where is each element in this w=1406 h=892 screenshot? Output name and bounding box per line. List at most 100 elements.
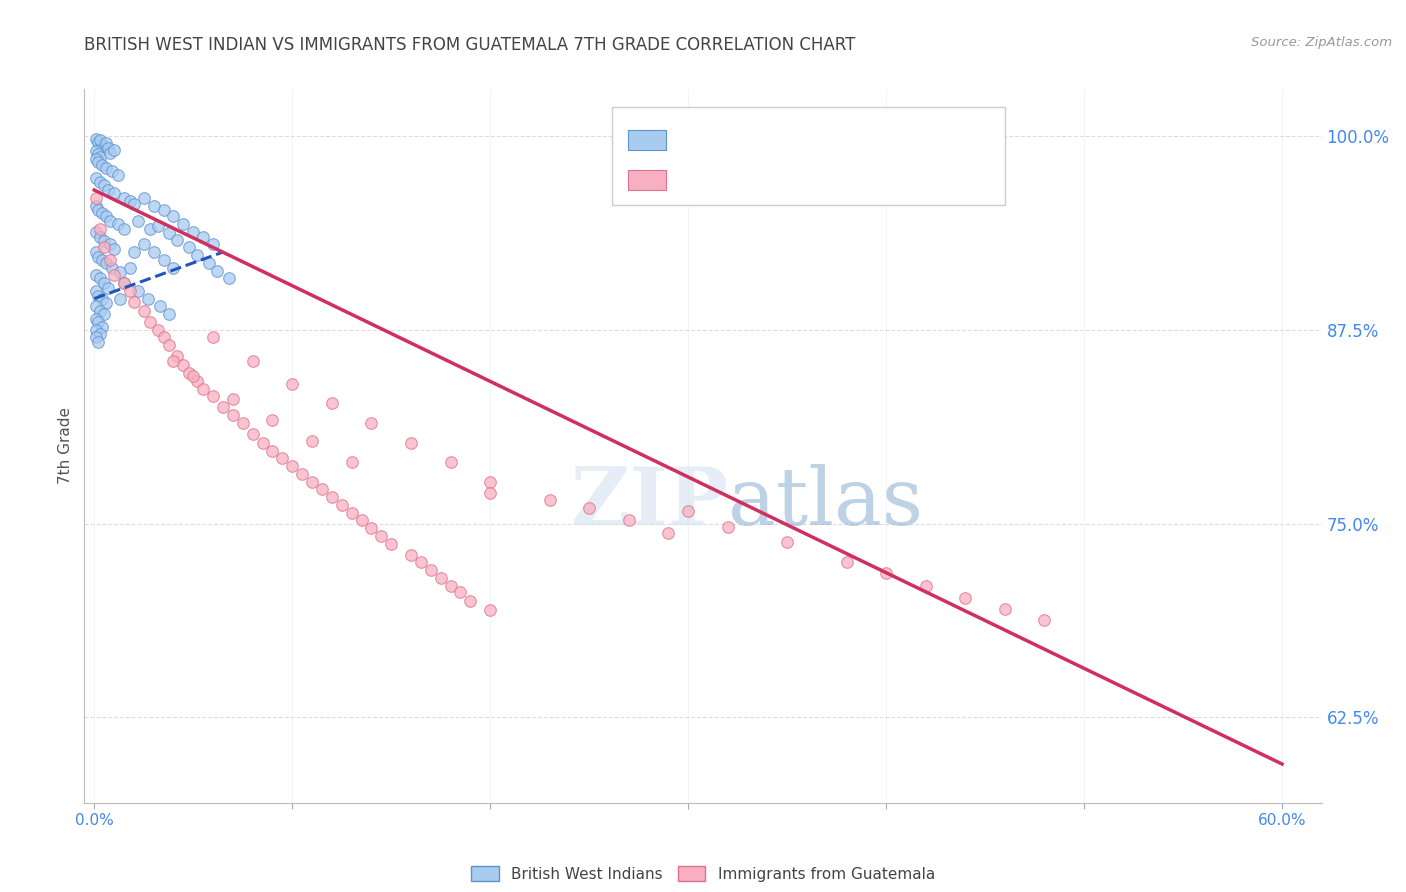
Point (84, 152, 107, 166)
Point (955, 591, 977, 605)
Point (103, 242, 125, 256)
Point (166, 233, 188, 247)
Point (107, 217, 129, 231)
Point (98, 237, 121, 252)
Point (370, 529, 392, 543)
Point (84, 225, 107, 239)
Point (242, 426, 264, 441)
Point (89, 222, 111, 236)
Point (94, 296, 117, 310)
Point (89, 327, 111, 342)
Y-axis label: 7th Grade: 7th Grade (58, 408, 73, 484)
Text: BRITISH WEST INDIAN VS IMMIGRANTS FROM GUATEMALA 7TH GRADE CORRELATION CHART: BRITISH WEST INDIAN VS IMMIGRANTS FROM G… (84, 36, 856, 54)
Point (181, 369, 204, 384)
Point (122, 294, 145, 309)
Point (138, 315, 160, 329)
Point (94, 210, 117, 224)
Point (198, 256, 221, 270)
Point (330, 498, 353, 512)
Point (657, 525, 679, 540)
Point (87, 135, 110, 149)
Point (94, 161, 117, 176)
Point (122, 245, 145, 260)
Point (301, 434, 323, 449)
Point (994, 602, 1017, 616)
Point (152, 330, 174, 344)
Point (360, 521, 382, 535)
Point (232, 416, 254, 430)
Point (159, 227, 181, 241)
Point (87, 288, 110, 302)
Point (132, 304, 155, 318)
Point (152, 252, 174, 267)
Point (94, 136, 117, 151)
Point (97, 281, 120, 295)
Point (136, 292, 159, 306)
Point (122, 197, 145, 211)
Point (87, 155, 110, 169)
Point (84, 311, 107, 326)
Point (84, 330, 107, 344)
Point (91, 158, 114, 172)
Point (87, 250, 110, 264)
Point (262, 443, 284, 458)
Point (94, 256, 117, 270)
Point (162, 210, 184, 224)
Point (676, 504, 699, 518)
Point (108, 292, 131, 306)
Point (112, 222, 135, 236)
Point (93, 234, 115, 248)
Text: Source: ZipAtlas.com: Source: ZipAtlas.com (1251, 36, 1392, 49)
Point (93, 139, 115, 153)
Point (479, 475, 502, 489)
Point (222, 392, 245, 407)
Point (479, 603, 502, 617)
Point (101, 260, 124, 275)
Point (429, 571, 451, 585)
Point (84, 191, 107, 205)
Point (399, 436, 422, 450)
Point (460, 594, 482, 608)
Point (84, 284, 107, 298)
Point (112, 276, 135, 290)
Legend: British West Indians, Immigrants from Guatemala: British West Indians, Immigrants from Gu… (465, 860, 941, 888)
Point (84, 132, 107, 146)
Point (142, 198, 165, 212)
Point (84, 323, 107, 337)
Point (146, 323, 169, 337)
Point (179, 240, 201, 254)
Point (84, 268, 107, 283)
Point (84, 170, 107, 185)
Point (87, 315, 110, 329)
Point (146, 219, 169, 233)
Point (91, 252, 114, 267)
Point (112, 191, 135, 205)
Point (835, 555, 858, 569)
Point (262, 412, 284, 426)
Point (97, 141, 120, 155)
Point (191, 229, 214, 244)
Point (321, 395, 343, 409)
Text: atlas: atlas (728, 464, 922, 542)
Point (205, 263, 228, 277)
Point (103, 186, 125, 201)
Point (97, 183, 120, 197)
Point (142, 245, 165, 260)
Point (717, 519, 740, 533)
Text: R = -0.560   N = 74: R = -0.560 N = 74 (668, 165, 853, 183)
Point (98, 214, 121, 228)
Point (450, 584, 472, 599)
Text: ZIP: ZIP (571, 464, 728, 542)
Point (242, 353, 264, 368)
Point (617, 513, 640, 527)
Point (291, 467, 314, 481)
Point (118, 260, 141, 275)
Point (84, 245, 107, 260)
Point (103, 268, 125, 283)
Point (93, 276, 115, 290)
Point (538, 493, 561, 508)
Point (127, 214, 149, 228)
Point (101, 164, 124, 178)
Point (281, 459, 304, 474)
Point (89, 304, 111, 318)
